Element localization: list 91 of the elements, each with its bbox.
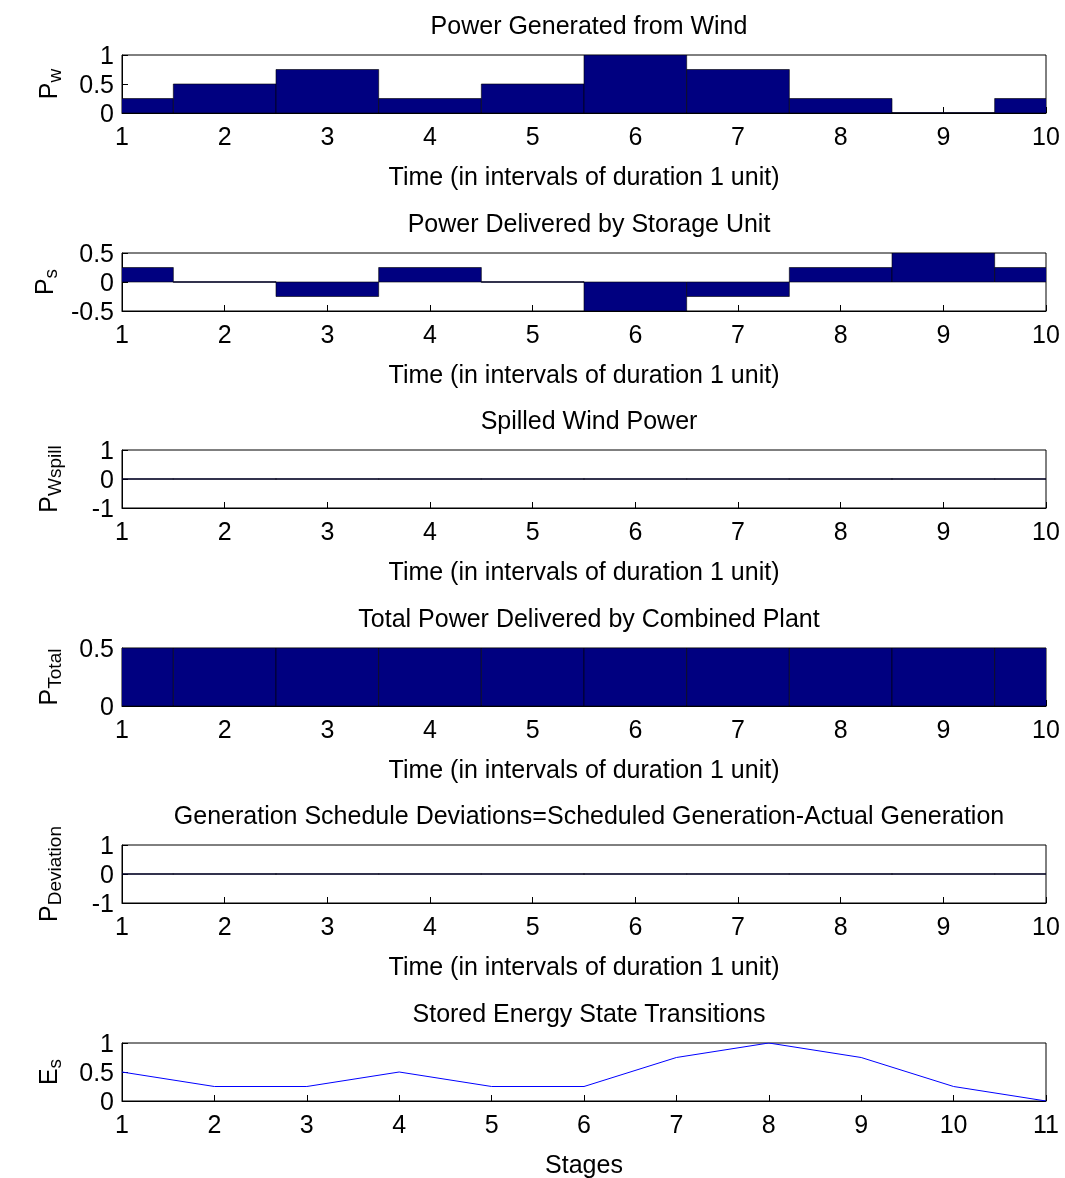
chart-title: Power Generated from Wind: [430, 10, 748, 39]
x-tick-label: 9: [936, 714, 951, 742]
chart-title: Spilled Wind Power: [480, 405, 698, 434]
x-tick-label: 10: [1032, 714, 1060, 742]
y-axis-title: PTotal: [33, 648, 65, 705]
y-axis-title: PWspill: [33, 445, 65, 513]
x-tick-label: 3: [320, 121, 335, 150]
y-axis-title: Pw: [33, 68, 65, 100]
x-tick-label: 4: [392, 1109, 407, 1137]
x-tick-label: 7: [731, 714, 745, 742]
x-axis-title: Time (in intervals of duration 1 unit): [388, 754, 780, 782]
x-tick-label: 4: [423, 121, 438, 150]
y-tick-label: 0.5: [79, 70, 114, 98]
x-axis-title: Time (in intervals of duration 1 unit): [388, 556, 780, 585]
x-tick-label: 7: [669, 1109, 684, 1137]
x-tick-label: 8: [833, 516, 848, 545]
x-axis-title: Time (in intervals of duration 1 unit): [388, 951, 780, 980]
x-tick-label: 6: [628, 516, 643, 545]
x-axis-title: Stages: [545, 1149, 623, 1177]
x-tick-label: 4: [423, 911, 438, 940]
x-tick-label: 5: [525, 911, 540, 940]
x-tick-label: 6: [628, 121, 643, 150]
x-tick-label: 3: [320, 319, 335, 347]
x-tick-label: 2: [217, 714, 232, 742]
x-tick-label: 9: [936, 319, 951, 347]
y-axis-title: PDeviation: [33, 826, 65, 922]
chart-title: Total Power Delivered by Combined Plant: [358, 603, 820, 631]
x-tick-label: 5: [525, 516, 540, 545]
x-tick-label: 7: [731, 516, 745, 545]
y-tick-label: -1: [91, 889, 114, 917]
x-tick-label: 10: [939, 1109, 968, 1137]
y-tick-label: -0.5: [70, 296, 114, 325]
x-tick-label: 8: [833, 714, 848, 742]
chart-title: Stored Energy State Transitions: [412, 998, 766, 1026]
x-tick-label: 10: [1032, 516, 1060, 545]
x-tick-label: 8: [761, 1109, 776, 1137]
x-tick-label: 8: [833, 121, 848, 150]
y-tick-label: -1: [91, 494, 114, 522]
x-tick-label: 5: [484, 1109, 499, 1137]
x-tick-label: 2: [217, 319, 232, 347]
y-tick-label: 1: [100, 41, 114, 69]
x-tick-label: 10: [1032, 121, 1060, 150]
y-axis-title: Ps: [29, 268, 62, 295]
x-tick-label: 6: [577, 1109, 591, 1137]
x-tick-label: 5: [525, 319, 540, 347]
x-tick-label: 6: [628, 911, 643, 940]
x-tick-label: 2: [217, 516, 232, 545]
x-tick-label: 3: [320, 714, 335, 742]
x-tick-label: 7: [731, 911, 745, 940]
x-tick-label: 9: [854, 1109, 869, 1137]
x-tick-label: 9: [936, 121, 951, 150]
y-tick-label: 0.5: [79, 633, 114, 662]
x-tick-label: 6: [628, 319, 643, 347]
y-tick-label: 0: [100, 1086, 114, 1115]
y-tick-label: 0: [100, 465, 114, 493]
x-tick-label: 7: [731, 121, 745, 150]
x-tick-label: 2: [207, 1109, 222, 1137]
x-tick-label: 2: [217, 121, 232, 150]
x-tick-label: 10: [1032, 319, 1060, 347]
y-tick-label: 1: [100, 1028, 114, 1057]
x-tick-label: 5: [525, 714, 540, 742]
x-axis-title: Time (in intervals of duration 1 unit): [388, 161, 780, 190]
y-tick-label: 0: [100, 99, 114, 127]
x-tick-label: 4: [423, 714, 438, 742]
line-series: [121, 1042, 1047, 1101]
x-tick-label: 7: [731, 319, 745, 347]
chart-title: Generation Schedule Deviations=Scheduled Generation-Actual Generation: [173, 800, 1005, 829]
x-tick-label: 3: [320, 911, 335, 940]
x-tick-label: 11: [1033, 1109, 1059, 1137]
y-tick-label: 0: [100, 267, 114, 296]
chart-title: Power Delivered by Storage Unit: [407, 208, 771, 236]
x-tick-label: 8: [833, 911, 848, 940]
x-tick-label: 4: [423, 319, 438, 347]
y-tick-label: 0: [100, 691, 114, 720]
x-tick-label: 6: [628, 714, 643, 742]
y-axis-title: Es: [33, 1058, 65, 1085]
y-tick-label: 1: [100, 831, 114, 859]
x-tick-label: 3: [320, 516, 335, 545]
y-tick-label: 0.5: [79, 238, 114, 267]
x-tick-label: 2: [217, 911, 232, 940]
y-tick-label: 0.5: [79, 1057, 114, 1086]
x-tick-label: 8: [833, 319, 848, 347]
x-tick-label: 9: [936, 911, 951, 940]
y-tick-label: 0: [100, 860, 114, 888]
x-tick-label: 3: [299, 1109, 314, 1137]
x-tick-label: 10: [1032, 911, 1060, 940]
x-tick-label: 4: [423, 516, 438, 545]
x-tick-label: 5: [525, 121, 540, 150]
y-tick-label: 1: [100, 436, 114, 464]
x-tick-label: 9: [936, 516, 951, 545]
x-axis-title: Time (in intervals of duration 1 unit): [388, 359, 780, 387]
